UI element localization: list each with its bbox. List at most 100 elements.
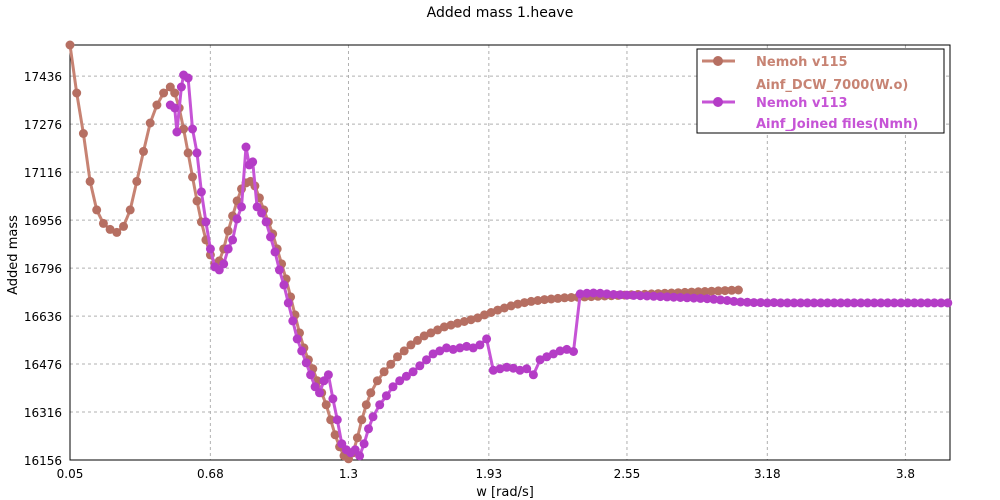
series-2-point <box>428 349 438 359</box>
series-2-point <box>274 265 284 275</box>
legend-box <box>696 48 945 134</box>
series-1-point <box>419 331 429 341</box>
y-tick-label: 16156 <box>24 454 62 468</box>
series-2-point <box>682 293 692 303</box>
series-2-point <box>595 288 605 298</box>
series-2-point <box>297 346 307 356</box>
series-1-point <box>707 286 717 296</box>
series-2-point <box>602 289 612 299</box>
series-2-point <box>849 298 859 308</box>
series-2-point <box>943 298 953 308</box>
series-2-point <box>522 364 532 374</box>
series-2-point <box>488 365 498 375</box>
legend-sublabel-series-1: Ainf_DCW_7000(W.o) <box>756 78 908 93</box>
series-2-point <box>468 343 478 353</box>
x-tick-label: 1.93 <box>475 467 502 481</box>
series-1-point <box>112 227 122 237</box>
series-2-point <box>635 291 645 301</box>
y-tick-label: 17116 <box>24 166 62 180</box>
series-2-point <box>896 298 906 308</box>
series-1-point <box>159 88 169 98</box>
series-2-point <box>455 343 465 353</box>
series-2-point <box>916 298 926 308</box>
series-2-point <box>869 298 879 308</box>
series-2-point <box>589 288 598 298</box>
series-2-point <box>176 82 186 92</box>
series-2-point <box>448 344 458 354</box>
series-2-point <box>762 298 772 308</box>
series-1-point <box>426 328 436 338</box>
series-1-point <box>399 346 409 356</box>
plot-area <box>69 44 951 461</box>
x-ticks: 0.05 0.68 1.3 1.93 2.55 3.18 3.8 <box>57 467 915 481</box>
series-2-point <box>205 244 215 254</box>
series-2-point <box>716 295 725 305</box>
series-2-point <box>642 291 652 301</box>
series-2-point <box>769 298 779 308</box>
series-2-point <box>789 298 799 308</box>
series-2-point <box>482 334 492 344</box>
series-2-point <box>876 298 886 308</box>
series-2-point <box>883 298 893 308</box>
series-2-point <box>279 280 289 290</box>
series-2-point <box>183 73 193 83</box>
series-1-point <box>433 325 443 335</box>
series-2-point <box>722 296 732 305</box>
series-1-point <box>65 40 75 50</box>
series-2-point <box>192 148 202 158</box>
series-2-point <box>856 298 866 308</box>
x-tick-label: 0.05 <box>57 467 84 481</box>
series-2-point <box>502 362 512 372</box>
series-layer <box>65 40 953 464</box>
series-1-point <box>92 205 102 215</box>
series-2-point <box>749 298 759 308</box>
legend-marker-series-1 <box>713 56 723 66</box>
legend: Nemoh v115 Ainf_DCW_7000(W.o) Nemoh v113… <box>696 48 945 134</box>
series-2-point <box>395 376 405 386</box>
series-2-point <box>408 367 418 377</box>
legend-label-series-1: Nemoh v115 <box>756 55 848 70</box>
series-2-point <box>816 298 826 308</box>
series-2-point <box>809 298 819 308</box>
series-1-point <box>473 313 483 323</box>
series-1-point <box>513 299 523 309</box>
series-2-point <box>535 355 545 365</box>
series-2-point <box>435 346 445 356</box>
series-2-point <box>569 347 578 356</box>
series-2-point <box>555 346 565 356</box>
series-1-point <box>72 88 82 98</box>
series-2-point <box>863 298 873 308</box>
legend-marker-series-2 <box>713 97 723 107</box>
series-2-point <box>575 289 585 299</box>
series-1-point <box>386 359 396 369</box>
series-2-point <box>223 244 233 254</box>
series-2-point <box>802 298 812 308</box>
series-1-point <box>357 415 367 425</box>
series-2-point <box>237 202 246 212</box>
series-2-point <box>442 343 451 353</box>
series-2-point <box>261 217 271 227</box>
series-2-point <box>332 415 342 425</box>
series-1-point <box>540 295 549 305</box>
y-tick-label: 17436 <box>24 70 62 84</box>
series-2-point <box>548 349 558 359</box>
series-2-point <box>232 214 242 224</box>
series-2-point <box>796 298 806 308</box>
series-2-point <box>742 297 752 307</box>
series-2-point <box>729 296 739 306</box>
series-2-point <box>528 370 538 380</box>
series-1-point <box>372 376 382 386</box>
series-2-point <box>355 451 365 461</box>
series-2-point <box>669 292 679 302</box>
series-2-point <box>381 391 391 401</box>
series-2-point <box>662 292 672 302</box>
y-tick-label: 16316 <box>24 406 62 420</box>
series-1-point <box>533 296 543 305</box>
legend-label-series-2: Nemoh v113 <box>756 96 848 111</box>
series-2-point <box>315 388 324 398</box>
series-1-point <box>413 335 422 345</box>
y-axis-label: Added mass <box>6 215 21 295</box>
series-2-point <box>257 208 267 218</box>
series-2-point <box>909 298 919 308</box>
series-2-point <box>649 291 659 301</box>
